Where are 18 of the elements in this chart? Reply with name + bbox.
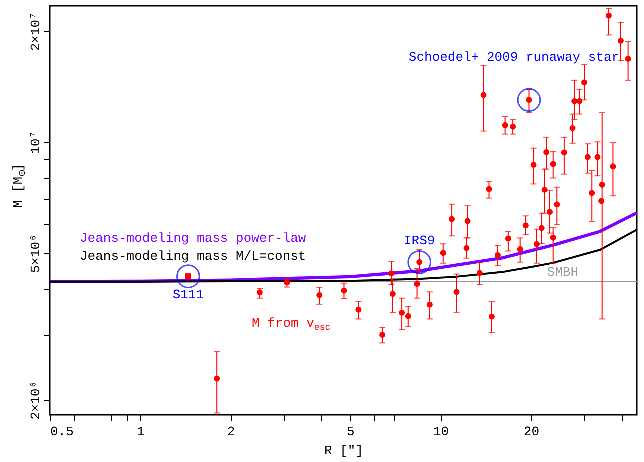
y-tick-label: 2×10⁶ (28, 380, 44, 420)
annotation: S111 (172, 288, 204, 303)
y-tick-label: 2×10⁷ (28, 12, 44, 52)
series-label: Jeans-modeling mass M/L=const (80, 249, 306, 264)
x-tick-label: 20 (524, 424, 540, 440)
text: Jeans-modeling mass power-law (80, 231, 306, 246)
annotation: IRS9 (404, 233, 436, 248)
y-tick-label: 10⁷ (28, 130, 44, 154)
y-tick-label: 5×10⁶ (28, 234, 44, 274)
annotation: Schoedel+ 2009 runaway star (408, 50, 620, 66)
x-tick-label: 5 (346, 424, 355, 440)
x-tick-label: 1 (137, 424, 146, 440)
x-tick-label: 10 (433, 424, 450, 440)
x-tick-label: 0.5 (50, 424, 74, 440)
ref-line-label: SMBH (547, 264, 579, 280)
y-axis-title: M [M⊙] (11, 164, 28, 208)
x-tick-label: 2 (227, 424, 236, 440)
x-axis-title: R ["] (324, 444, 364, 458)
